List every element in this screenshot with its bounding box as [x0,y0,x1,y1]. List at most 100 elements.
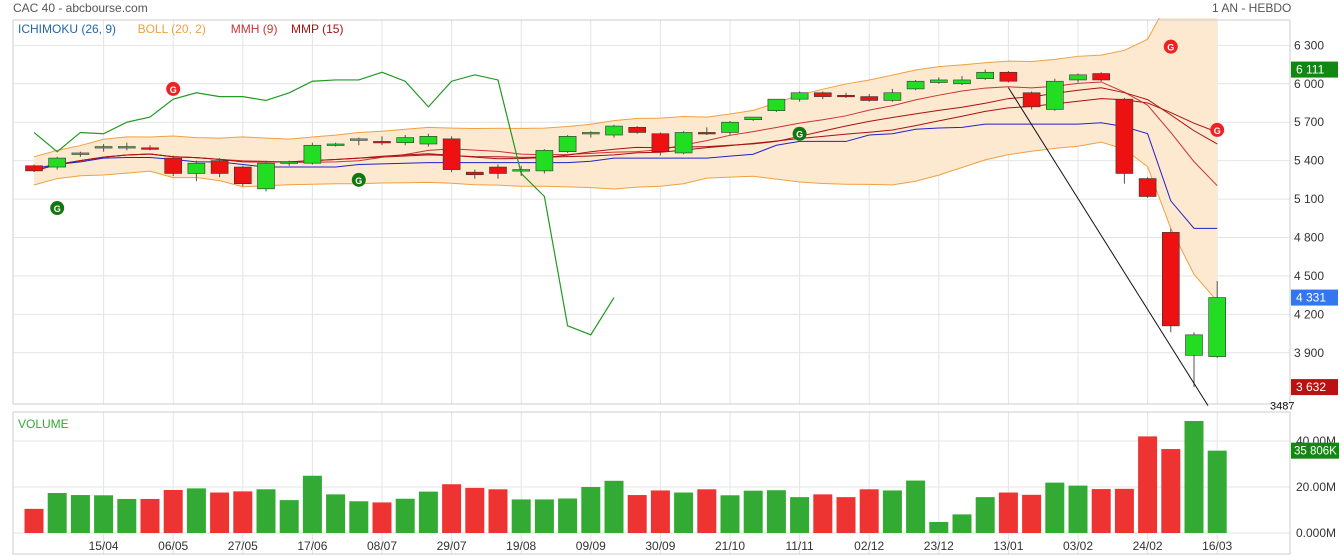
signal-marker [1210,122,1225,137]
signal-marker [166,81,181,96]
last-price-tag: 4 331 [1296,291,1326,305]
candle-up [976,71,995,79]
volume-bar [94,495,114,533]
candle-up [721,121,739,133]
candle-up [558,136,577,152]
candle-up [257,162,275,190]
volume-bar [302,475,322,533]
candle-up [71,152,90,155]
candle-up [1208,297,1226,357]
y-tick-label: 5 100 [1294,192,1324,206]
mmh-line [33,81,1218,187]
volume-bar [1068,485,1088,533]
candle-up [48,157,67,168]
candles [25,69,1226,388]
volume-bar [256,489,276,533]
volume-bar [233,491,253,533]
signal-marker-label: G [1167,43,1174,53]
candle-down [465,171,484,176]
volume-bars [24,420,1227,533]
volume-bar [117,498,137,533]
candle-down [1115,98,1134,174]
candle-down [1138,178,1157,197]
volume-bar [998,492,1018,533]
volume-bar [279,500,299,533]
signal-marker-label: G [355,176,362,186]
ichimoku-chikou-line [33,71,615,336]
candle-down [210,160,229,174]
candle-up [605,125,623,136]
y-tick-label: 6 300 [1294,38,1324,52]
candle-up [1046,80,1064,110]
candle-down [1162,232,1180,327]
volume-bar [70,495,90,533]
candle-down [813,92,832,97]
x-tick-label: 02/12 [854,539,884,553]
legend-item: ICHIMOKU (26, 9) [18,22,116,36]
max-price-tag-bg [1291,61,1338,78]
max-price-tag: 6 111 [1296,63,1325,77]
volume-bar [488,489,508,533]
candle-down [628,127,647,133]
candle-down [999,71,1018,82]
x-tick-label: 11/11 [785,539,814,553]
x-tick-label: 09/09 [576,539,606,553]
candle-up [790,92,809,100]
candle-down [234,166,252,184]
volume-bar [163,489,183,533]
signal-marker-label: G [54,204,61,214]
volume-panel-frame [12,411,1291,555]
candle-up [303,144,322,164]
y-tick-label: 4 800 [1294,230,1324,244]
volume-title: VOLUME [18,417,69,431]
volume-tag-bg [1291,442,1339,459]
volume-bar [975,497,995,533]
volume-tag: 35 806K [1294,446,1337,458]
volume-bar [836,497,856,533]
candle-down [1022,92,1041,108]
signal-marker [1163,39,1178,54]
candle-up [118,146,136,149]
volume-bar [1138,436,1158,533]
candle-up [744,116,763,120]
volume-tick-label: 0.000M [1296,526,1336,540]
signal-marker [351,172,366,187]
axes: 6 300 6 000 5 700 5 400 5 100 4 800 4 500 4 200… [12,19,1336,555]
candle-down [373,141,391,144]
volume-bar [1114,488,1134,533]
candle-down [25,165,43,172]
candle-up [674,132,693,154]
candle-up [396,137,415,144]
ichimoku-kijun-line [33,122,1218,229]
volume-bar [47,492,67,533]
x-tick-label: 23/12 [924,539,954,553]
price-chart: 6 300 6 000 5 700 5 400 5 100 4 800 4 500 4 200… [12,18,1339,555]
candle-down [697,132,716,135]
signal-marker-label: G [170,85,177,95]
candle-down [442,138,461,170]
min-price-label: 3487 [1270,401,1294,413]
volume-bar [372,502,392,533]
price-panel-frame [12,19,1291,405]
candle-up [187,162,206,174]
x-tick-label: 19/08 [506,539,536,553]
volume-bar [766,490,786,533]
candle-up [94,146,113,149]
min-price-tag-bg [1291,379,1338,396]
volume-bar [395,498,415,533]
y-tick-label: 5 700 [1294,115,1324,129]
chart-period: 1 AN - HEBDO [1212,1,1292,15]
volume-bar [581,487,601,533]
volume-bar [906,480,926,533]
chart-title: CAC 40 - abcbourse.com [13,1,148,15]
volume-bar [442,484,462,533]
x-tick-label: 21/10 [715,539,745,553]
volume-bar [697,489,717,533]
x-tick-label: 06/05 [158,539,188,553]
candle-up [953,79,971,85]
volume-bar [604,480,624,533]
candle-up [1069,74,1087,81]
candle-down [141,147,159,150]
signal-marker-label: G [796,130,803,140]
volume-bar [627,495,647,533]
